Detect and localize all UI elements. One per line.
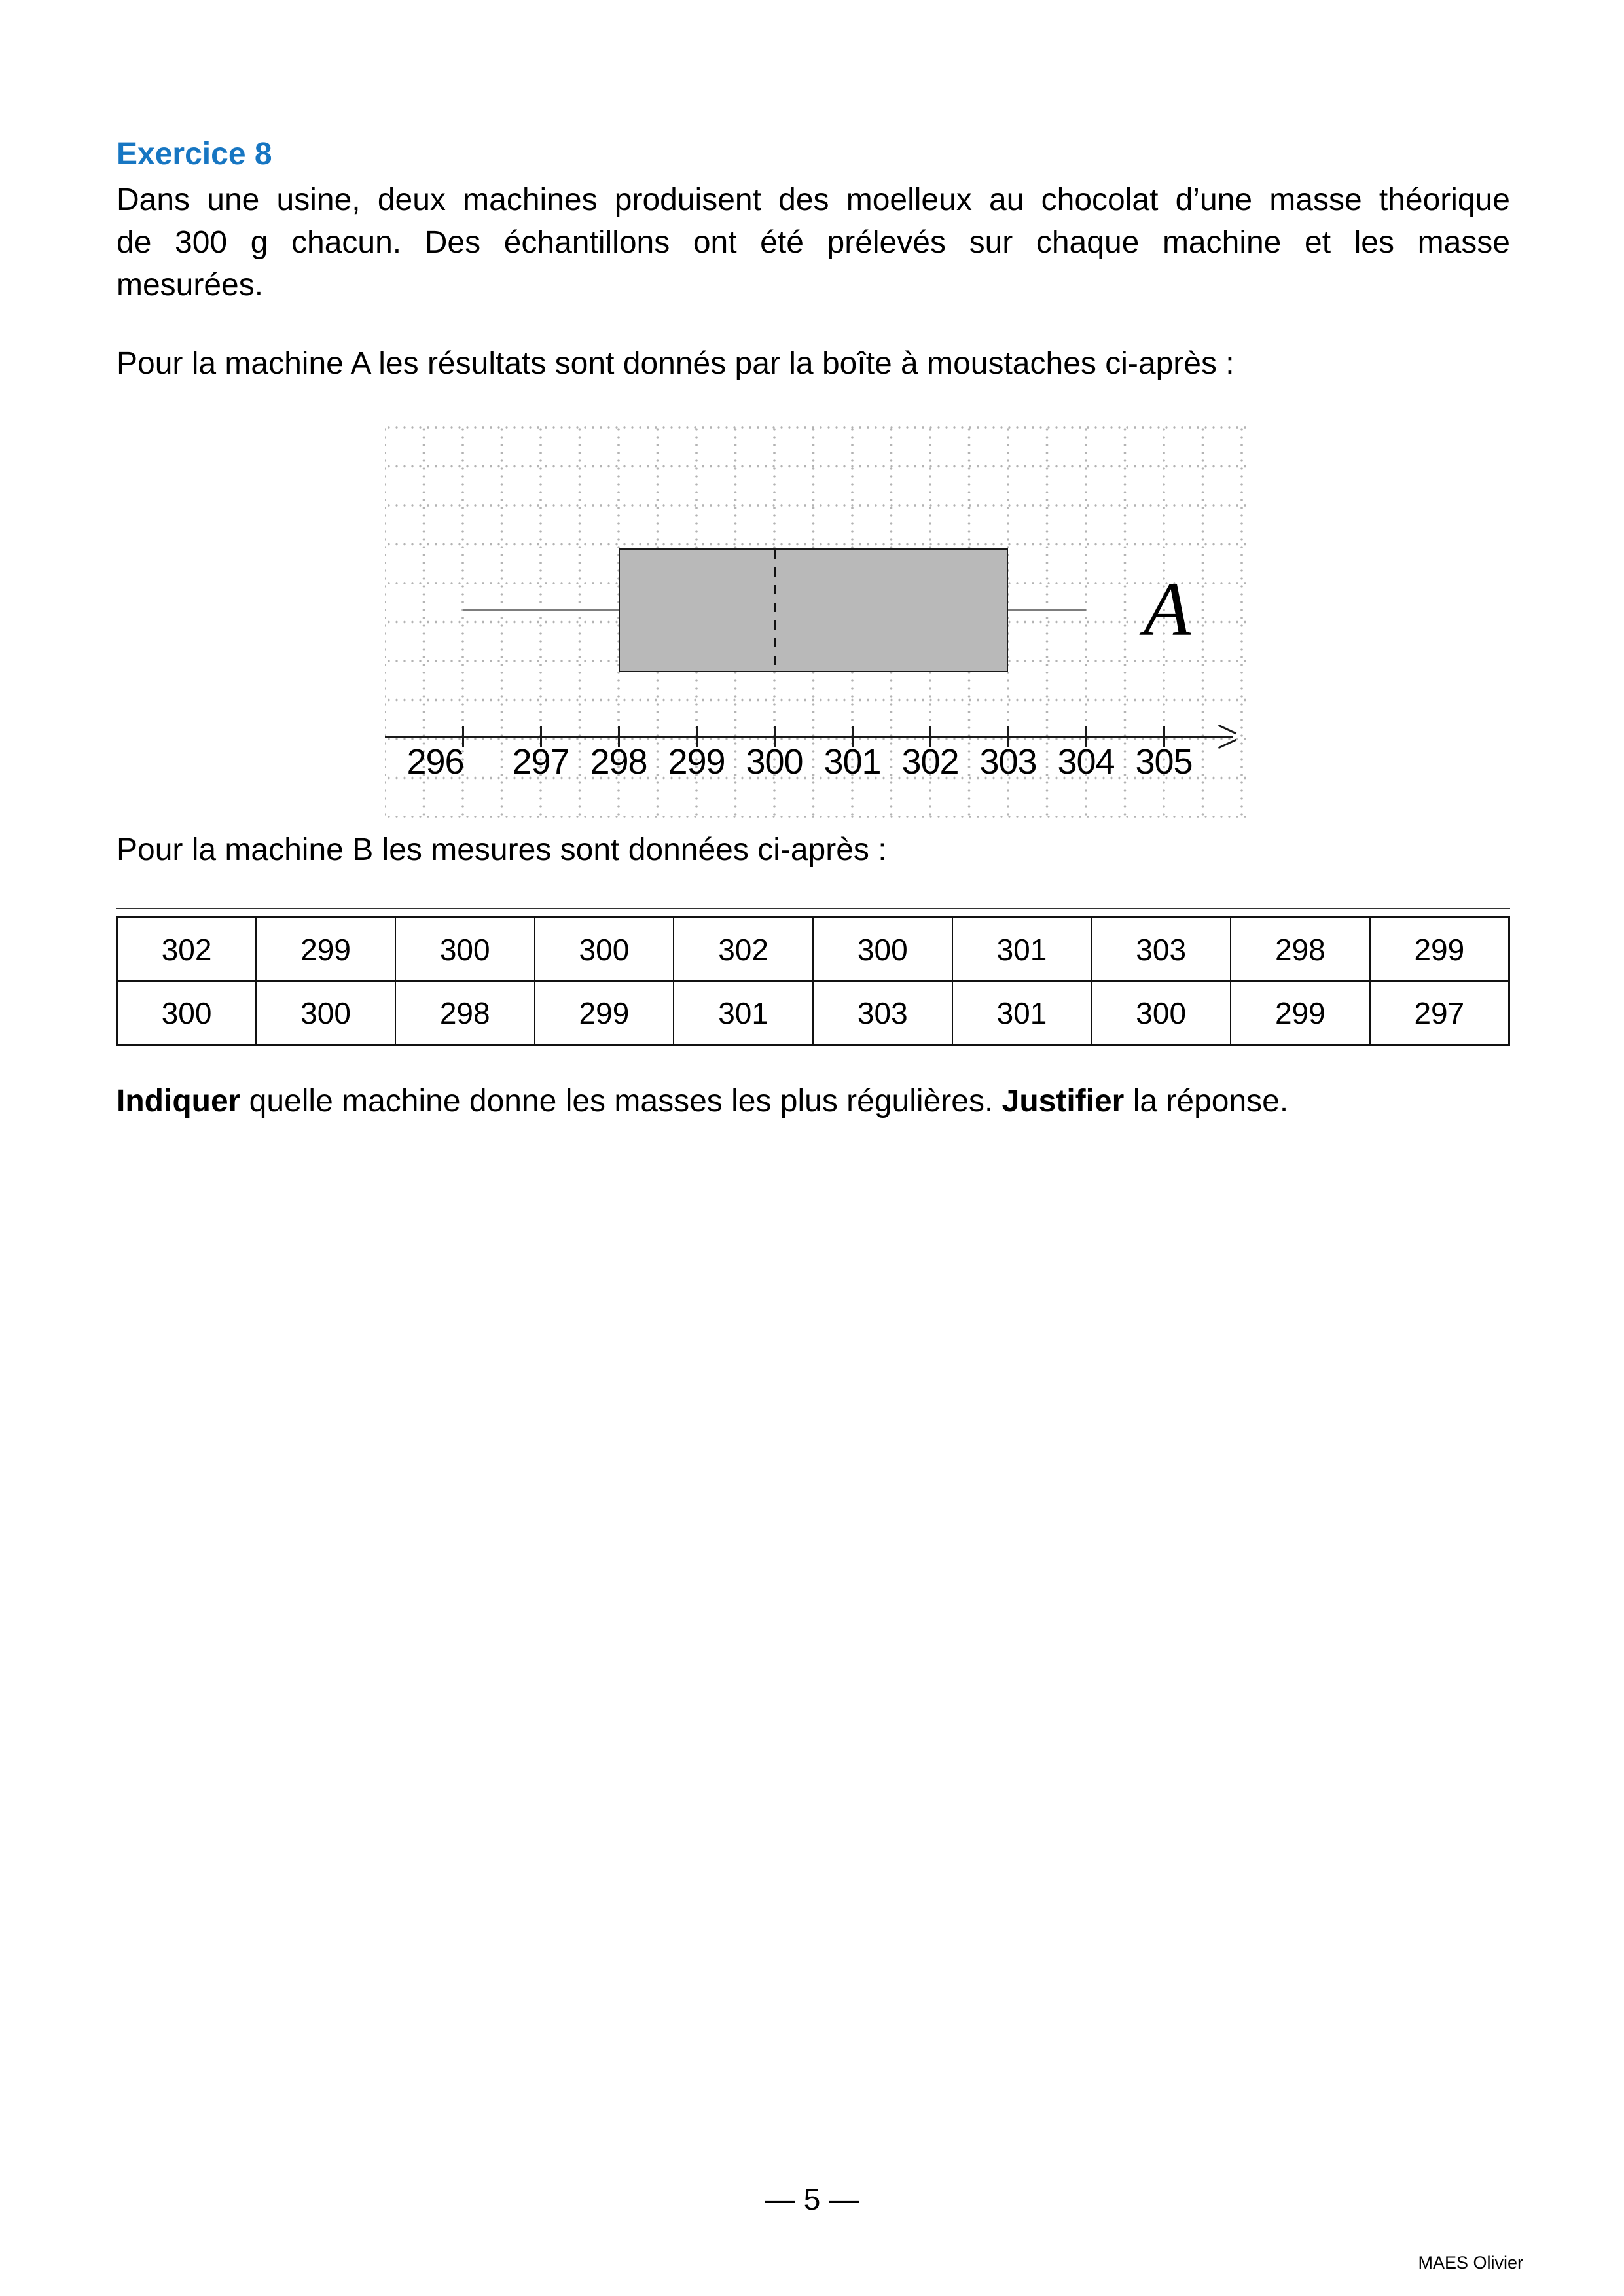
table-cell: 299	[255, 916, 396, 982]
whisker-left	[463, 609, 619, 611]
table-cell: 301	[951, 980, 1092, 1046]
axis-tick-label: 301	[823, 742, 881, 781]
table-cell: 298	[394, 980, 535, 1046]
question-text: quelle machine donne les masses les plus…	[240, 1084, 1002, 1119]
boxplot-chart: 296 297 298 299 300 301 302 303 304 305 A	[385, 425, 1249, 818]
table-cell: 303	[812, 980, 953, 1046]
question-text: la réponse.	[1124, 1084, 1289, 1119]
axis-tick-label: 303	[979, 742, 1037, 781]
table-cell: 302	[673, 916, 814, 982]
axis-arrow-icon	[1218, 724, 1237, 735]
table-top-rule	[116, 908, 1510, 909]
axis-tick-label: 305	[1135, 742, 1193, 781]
author-name: MAES Olivier	[1418, 2253, 1523, 2272]
paragraph-line: de 300 g chacun. Des échantillons ont ét…	[117, 225, 1510, 260]
axis-tick	[461, 726, 464, 747]
table-cell: 297	[1369, 980, 1510, 1046]
table-cell: 300	[255, 980, 396, 1046]
question-line: Indiquer quelle machine donne les masses…	[117, 1080, 1510, 1122]
x-axis-line	[385, 736, 1233, 738]
page-number: — 5 —	[765, 2182, 859, 2216]
axis-tick-label: 304	[1057, 742, 1115, 781]
axis-tick	[851, 726, 854, 747]
axis-tick	[1085, 726, 1087, 747]
axis-tick	[773, 726, 776, 747]
table-cell: 300	[1091, 980, 1231, 1046]
axis-tick	[617, 726, 620, 747]
table-row: 300 300 298 299 301 303 301 300 299 297	[116, 980, 1510, 1046]
axis-tick-label: 300	[746, 742, 803, 781]
question-bold-indiquer: Indiquer	[117, 1084, 241, 1119]
axis-arrow-icon	[1218, 738, 1237, 749]
axis-tick-label: 298	[590, 742, 647, 781]
machine-b-table: 302 299 300 300 302 300 301 303 298 299 300 300 298 2…	[116, 916, 1510, 1046]
question-bold-justifier: Justifier	[1001, 1084, 1125, 1119]
paragraph-line: mesurées.	[117, 268, 264, 302]
series-label-a: A	[1143, 566, 1191, 652]
paragraph-line: Dans une usine, deux machines produisent…	[117, 183, 1510, 217]
table-cell: 299	[533, 980, 675, 1046]
table-cell: 300	[812, 916, 953, 982]
axis-tick	[1007, 726, 1009, 747]
axis-tick	[539, 726, 542, 747]
axis-tick	[929, 726, 931, 747]
boxplot-box	[619, 548, 1008, 672]
intro-paragraph: Dans une usine, deux machines produisent…	[117, 179, 1510, 306]
table-cell: 300	[116, 980, 257, 1046]
machine-a-caption: Pour la machine A les résultats sont don…	[117, 346, 1235, 381]
axis-tick-label: 296	[406, 742, 464, 781]
table-cell: 300	[533, 916, 675, 982]
axis-tick	[695, 726, 698, 747]
table-cell: 301	[951, 916, 1092, 982]
whisker-right	[1008, 609, 1086, 611]
table-cell: 300	[394, 916, 535, 982]
table-cell: 298	[1230, 916, 1371, 982]
table-cell: 302	[116, 916, 257, 982]
machine-b-caption: Pour la machine B les mesures sont donné…	[117, 833, 887, 867]
table-cell: 299	[1230, 980, 1371, 1046]
table-cell: 299	[1369, 916, 1510, 982]
table-row: 302 299 300 300 302 300 301 303 298 299	[116, 916, 1510, 982]
table-cell: 301	[673, 980, 814, 1046]
boxplot-median-line	[773, 550, 776, 671]
axis-tick	[1163, 726, 1165, 747]
axis-tick-label: 297	[512, 742, 569, 781]
exercise-heading: Exercice 8	[117, 137, 272, 171]
table-cell: 303	[1091, 916, 1231, 982]
axis-tick-label: 299	[668, 742, 725, 781]
axis-tick-label: 302	[901, 742, 959, 781]
